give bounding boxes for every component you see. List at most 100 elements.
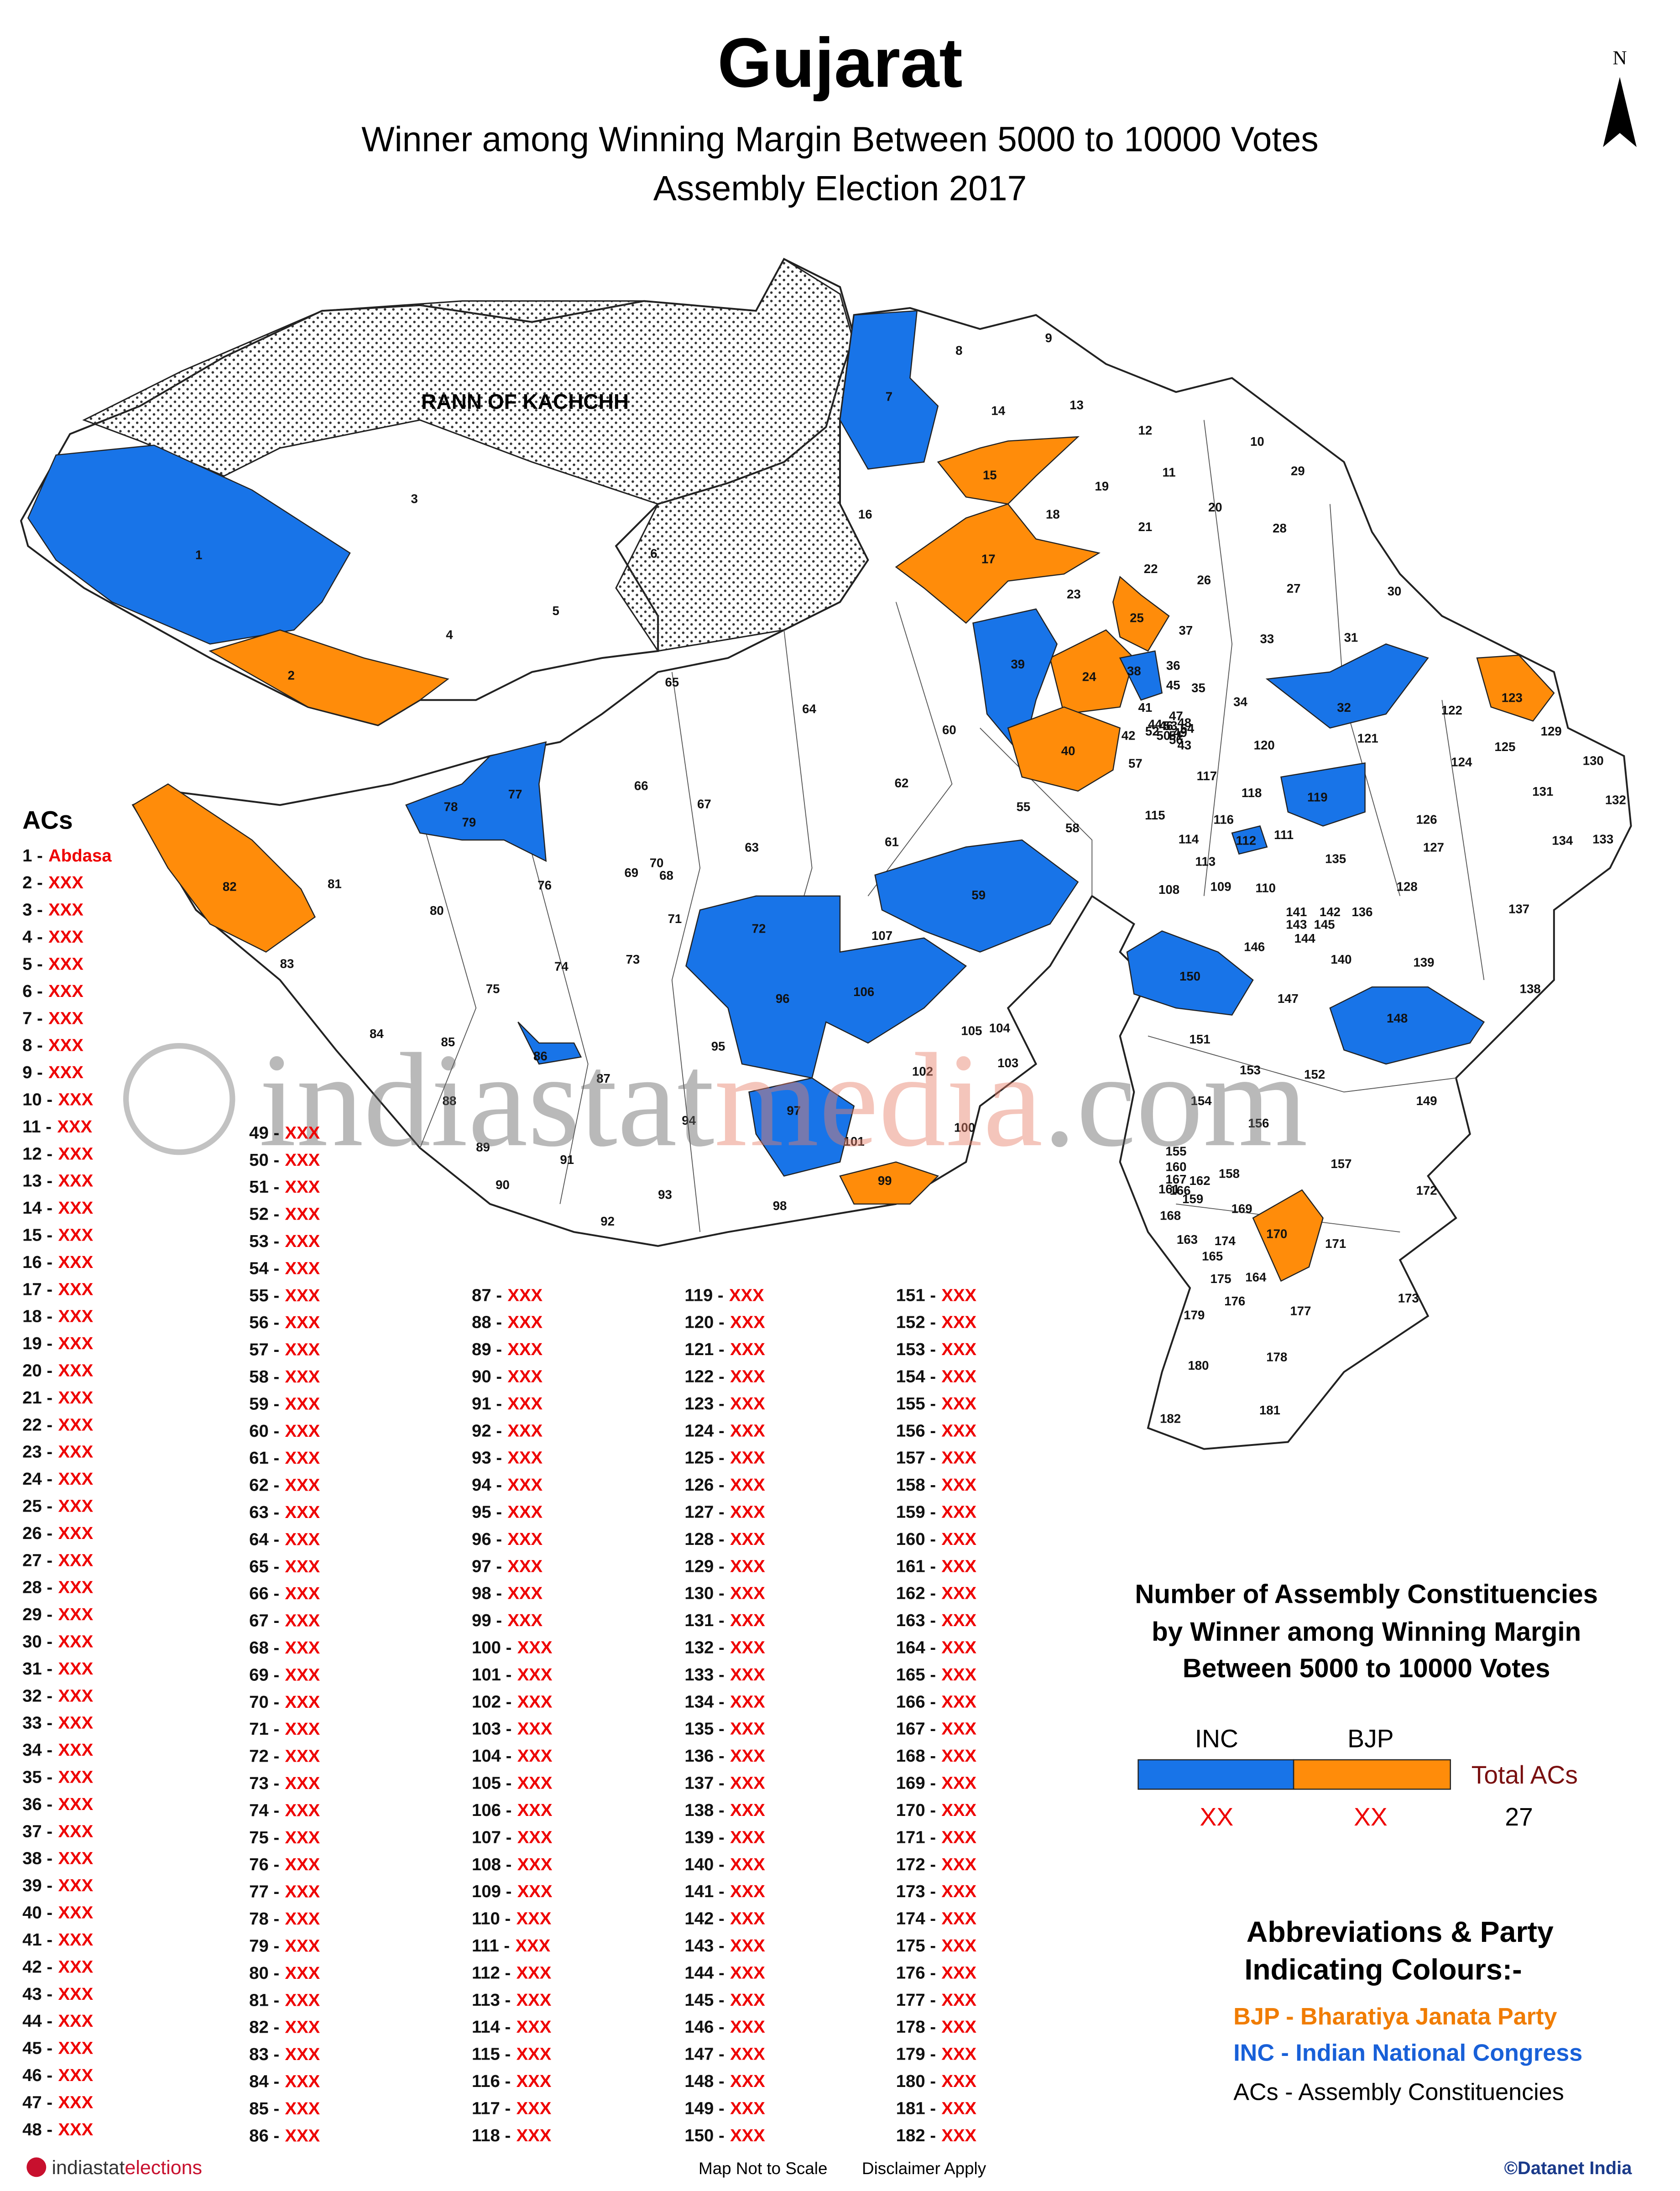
ac-name: XXX: [517, 2017, 552, 2037]
ac-entry: 80 - XXX: [249, 1963, 320, 1983]
bjp-seat: [132, 783, 316, 953]
ac-name: XXX: [941, 1313, 976, 1332]
constituency-label: 119: [1307, 790, 1328, 804]
ac-number: 105 -: [472, 1774, 511, 1793]
ac-name: XXX: [730, 1719, 765, 1739]
ac-entry: 7 - XXX: [22, 1008, 83, 1028]
total-count: 27: [1505, 1803, 1533, 1831]
ac-number: 88 -: [472, 1313, 502, 1332]
ac-number: 43 -: [22, 1984, 52, 2004]
north-arrow: [1603, 77, 1637, 147]
ac-entry: 126 - XXX: [684, 1475, 765, 1495]
ac-entry: 100 - XXX: [472, 1638, 553, 1658]
ac-name: XXX: [58, 1578, 93, 1597]
ac-entry: 70 - XXX: [249, 1692, 320, 1712]
ac-number: 117 -: [472, 2099, 511, 2118]
ac-name: XXX: [58, 1415, 93, 1435]
ac-number: 119 -: [684, 1285, 723, 1305]
constituency-label: 178: [1266, 1350, 1287, 1364]
ac-entry: 157 - XXX: [896, 1448, 977, 1468]
constituency-label: 54: [1180, 721, 1195, 736]
ac-number: 165 -: [896, 1665, 936, 1685]
ac-name: XXX: [58, 1713, 93, 1733]
ac-number: 103 -: [472, 1719, 511, 1739]
ac-entry: 105 - XXX: [472, 1774, 553, 1793]
bjp-seat: [1112, 575, 1170, 652]
ac-entry: 125 - XXX: [684, 1448, 765, 1468]
ac-number: 55 -: [249, 1286, 279, 1305]
ac-name: XXX: [730, 2045, 765, 2064]
ac-number: 152 -: [896, 1313, 936, 1332]
constituency-label: 45: [1166, 678, 1180, 692]
summary: Number of Assembly Constituencies by Win…: [1135, 1579, 1598, 1683]
inc-seat: [1231, 825, 1268, 855]
ac-name: XXX: [941, 1746, 976, 1766]
ac-number: 137 -: [684, 1774, 724, 1793]
ac-name: XXX: [730, 1340, 765, 1359]
ac-number: 52 -: [249, 1205, 279, 1224]
ac-name: XXX: [285, 1909, 320, 1929]
ac-number: 85 -: [249, 2099, 279, 2118]
ac-name: XXX: [285, 1801, 320, 1821]
ac-number: 68 -: [249, 1638, 279, 1658]
constituency-label: 14: [991, 403, 1005, 417]
ac-entry: 130 - XXX: [684, 1584, 765, 1603]
ac-name: XXX: [941, 1963, 976, 1983]
constituency-label: 18: [1046, 507, 1060, 521]
constituency-label: 8: [955, 343, 962, 357]
logo-a: indiastat: [52, 2157, 125, 2179]
ac-entry: 44 - XXX: [22, 2011, 94, 2031]
constituency-label: 37: [1179, 623, 1193, 637]
inc-seat: [1329, 986, 1485, 1065]
ac-entry: 89 - XXX: [472, 1340, 543, 1359]
ac-entry: 13 - XXX: [22, 1171, 94, 1191]
ac-number: 66 -: [249, 1584, 279, 1603]
ac-name: XXX: [730, 1827, 765, 1847]
ac-name: XXX: [285, 1177, 320, 1197]
ac-number: 80 -: [249, 1963, 279, 1983]
constituency-label: 17: [981, 552, 996, 566]
ac-number: 7 -: [22, 1008, 43, 1028]
ac-entry: 8 - XXX: [22, 1036, 83, 1055]
summary-title: Between 5000 to 10000 Votes: [1183, 1654, 1550, 1683]
ac-number: 89 -: [472, 1340, 502, 1359]
constituency-label: 32: [1337, 700, 1351, 715]
ac-entry: 21 - XXX: [22, 1388, 94, 1408]
ac-number: 94 -: [472, 1475, 502, 1495]
ac-name: XXX: [507, 1340, 543, 1359]
ac-name: XXX: [285, 1990, 320, 2010]
ac-number: 143 -: [684, 1936, 724, 1956]
constituency-label: 19: [1095, 479, 1109, 493]
ac-entry: 62 - XXX: [249, 1476, 320, 1495]
constituency-label: 145: [1314, 917, 1335, 931]
ac-number: 169 -: [896, 1774, 936, 1793]
ac-entry: 55 - XXX: [249, 1286, 320, 1305]
ac-name: XXX: [517, 1692, 553, 1711]
copyright: ©Datanet India: [1504, 2158, 1633, 2178]
constituency-label: 130: [1583, 753, 1604, 767]
ac-entry: 20 - XXX: [22, 1361, 94, 1381]
ac-name: XXX: [58, 1252, 93, 1272]
ac-entry: 63 - XXX: [249, 1502, 320, 1522]
ac-entry: 173 - XXX: [896, 1882, 977, 1901]
constituency-label: 108: [1158, 882, 1179, 897]
ac-name: XXX: [941, 2071, 976, 2091]
ac-number: 14 -: [22, 1198, 52, 1218]
ac-entry: 159 - XXX: [896, 1502, 977, 1522]
constituency-label: 87: [596, 1071, 610, 1085]
constituency-label: 5: [552, 604, 559, 618]
ac-name: XXX: [517, 1746, 553, 1766]
constituency-label: 47: [1169, 709, 1183, 723]
abbr-title: Indicating Colours:-: [1244, 1953, 1522, 1986]
ac-name: XXX: [285, 1367, 320, 1387]
ac-name: XXX: [285, 2045, 320, 2064]
constituency-label: 116: [1213, 812, 1234, 826]
ac-entry: 47 - XXX: [22, 2093, 94, 2113]
ac-entry: 106 - XXX: [472, 1800, 553, 1820]
constituency-label: 132: [1605, 793, 1626, 807]
ac-number: 131 -: [684, 1611, 724, 1630]
ac-entry: 5 - XXX: [22, 955, 83, 974]
ac-entry: 85 - XXX: [249, 2099, 320, 2118]
ac-number: 75 -: [249, 1828, 279, 1847]
ac-number: 128 -: [684, 1529, 724, 1549]
